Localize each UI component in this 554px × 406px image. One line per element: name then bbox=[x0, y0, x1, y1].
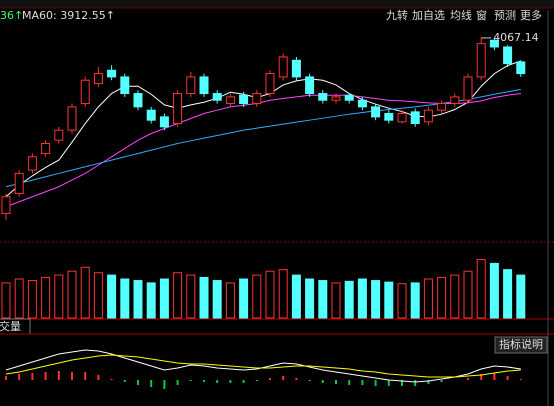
macd-line bbox=[5, 354, 521, 378]
candle-body bbox=[93, 73, 103, 85]
volume-bar bbox=[212, 280, 222, 319]
toolbar-button[interactable]: 加自选 bbox=[412, 9, 445, 22]
candle-body bbox=[291, 59, 301, 78]
candle-body bbox=[437, 103, 447, 111]
indicator-button[interactable] bbox=[494, 336, 548, 354]
volume-bar bbox=[146, 282, 156, 319]
volume-bar bbox=[463, 270, 473, 319]
candle-body bbox=[410, 111, 420, 125]
volume-bar bbox=[239, 278, 249, 319]
candle-body bbox=[503, 46, 513, 65]
toolbar-button[interactable]: 预测 bbox=[494, 9, 516, 22]
candle-body bbox=[252, 93, 262, 105]
volume-bar bbox=[344, 280, 354, 319]
volume-bar bbox=[173, 272, 183, 319]
volume-bar bbox=[423, 278, 433, 319]
candle-body bbox=[344, 94, 354, 101]
volume-bar bbox=[120, 278, 130, 319]
menu-bar bbox=[0, 0, 554, 8]
candle-body bbox=[423, 109, 433, 123]
toolbar-button[interactable]: 更多 bbox=[520, 8, 542, 22]
candle-body bbox=[54, 129, 64, 141]
candle-body bbox=[159, 116, 169, 128]
candle-body bbox=[1, 196, 11, 214]
volume-bar bbox=[291, 274, 301, 319]
volume-bar bbox=[133, 280, 143, 319]
volume-bar bbox=[305, 278, 315, 319]
toolbar-button[interactable]: 九转 bbox=[386, 8, 408, 22]
volume-bar bbox=[318, 280, 328, 319]
volume-bar bbox=[252, 274, 262, 319]
volume-bar bbox=[503, 269, 513, 319]
volume-bar bbox=[371, 280, 381, 319]
candle-body bbox=[41, 142, 51, 154]
candle-body bbox=[397, 113, 407, 123]
volume-bar bbox=[93, 272, 103, 319]
volume-bar bbox=[437, 276, 447, 319]
volume-bar bbox=[450, 274, 460, 319]
candle-body bbox=[80, 79, 90, 105]
candle-body bbox=[67, 106, 77, 131]
toolbar: 九转 加自选 均线窗预测 更多 bbox=[386, 8, 542, 22]
candle-body bbox=[371, 106, 381, 118]
candle-body bbox=[516, 61, 526, 75]
volume-bar bbox=[27, 280, 37, 319]
ma-line bbox=[5, 93, 521, 208]
candle-body bbox=[107, 69, 117, 78]
candle-body bbox=[212, 93, 222, 101]
candle-body bbox=[357, 99, 367, 108]
ma-line bbox=[5, 88, 521, 188]
high-label: 4067.14 bbox=[493, 31, 539, 44]
candle-body bbox=[463, 76, 473, 101]
ma-legend: MA60: 3912.55↑ bbox=[22, 9, 115, 22]
volume-bar bbox=[159, 278, 169, 319]
candle-body bbox=[384, 113, 394, 121]
candle-body bbox=[133, 93, 143, 108]
volume-bar bbox=[67, 270, 77, 319]
volume-bar bbox=[14, 278, 24, 319]
candle-body bbox=[173, 93, 183, 125]
volume-bar bbox=[516, 274, 526, 319]
ma-line bbox=[5, 60, 521, 198]
volume-label: 成交量 bbox=[0, 319, 21, 333]
volume-bar bbox=[80, 266, 90, 319]
candle-body bbox=[278, 56, 288, 78]
candle-body bbox=[331, 96, 341, 101]
candle-body bbox=[265, 73, 275, 95]
volume-bar bbox=[489, 262, 499, 319]
volume-bar bbox=[410, 282, 420, 319]
candle-body bbox=[476, 43, 486, 78]
volume-bar bbox=[1, 282, 11, 319]
candle-body bbox=[450, 96, 460, 105]
candle-body bbox=[305, 76, 315, 95]
toolbar-button[interactable]: 窗 bbox=[476, 8, 487, 22]
volume-bar bbox=[331, 282, 341, 319]
candle-body bbox=[186, 76, 196, 95]
volume-bar bbox=[41, 276, 51, 319]
toolbar-button[interactable]: 均线 bbox=[450, 8, 472, 22]
candle-body bbox=[27, 156, 37, 171]
volume-bar bbox=[199, 276, 209, 319]
volume-bar bbox=[384, 281, 394, 319]
volume-bar bbox=[397, 283, 407, 319]
candle-body bbox=[225, 96, 235, 105]
volume-bar bbox=[265, 270, 275, 319]
candle-body bbox=[14, 172, 24, 194]
candle-body bbox=[318, 93, 328, 101]
candle-body bbox=[199, 76, 209, 95]
volume-bar bbox=[357, 278, 367, 319]
volume-bar bbox=[107, 274, 117, 319]
volume-bar bbox=[54, 274, 64, 319]
candle-body bbox=[239, 94, 249, 105]
ma-cut: 36↑ bbox=[0, 9, 23, 22]
candle-body bbox=[489, 39, 499, 48]
volume-bar bbox=[278, 269, 288, 319]
volume-bar bbox=[225, 282, 235, 319]
indicator-label: 指标说明 bbox=[499, 337, 543, 351]
candle-body bbox=[120, 76, 130, 95]
volume-bar bbox=[186, 274, 196, 319]
candle-body bbox=[146, 109, 156, 121]
volume-bar bbox=[476, 259, 486, 319]
